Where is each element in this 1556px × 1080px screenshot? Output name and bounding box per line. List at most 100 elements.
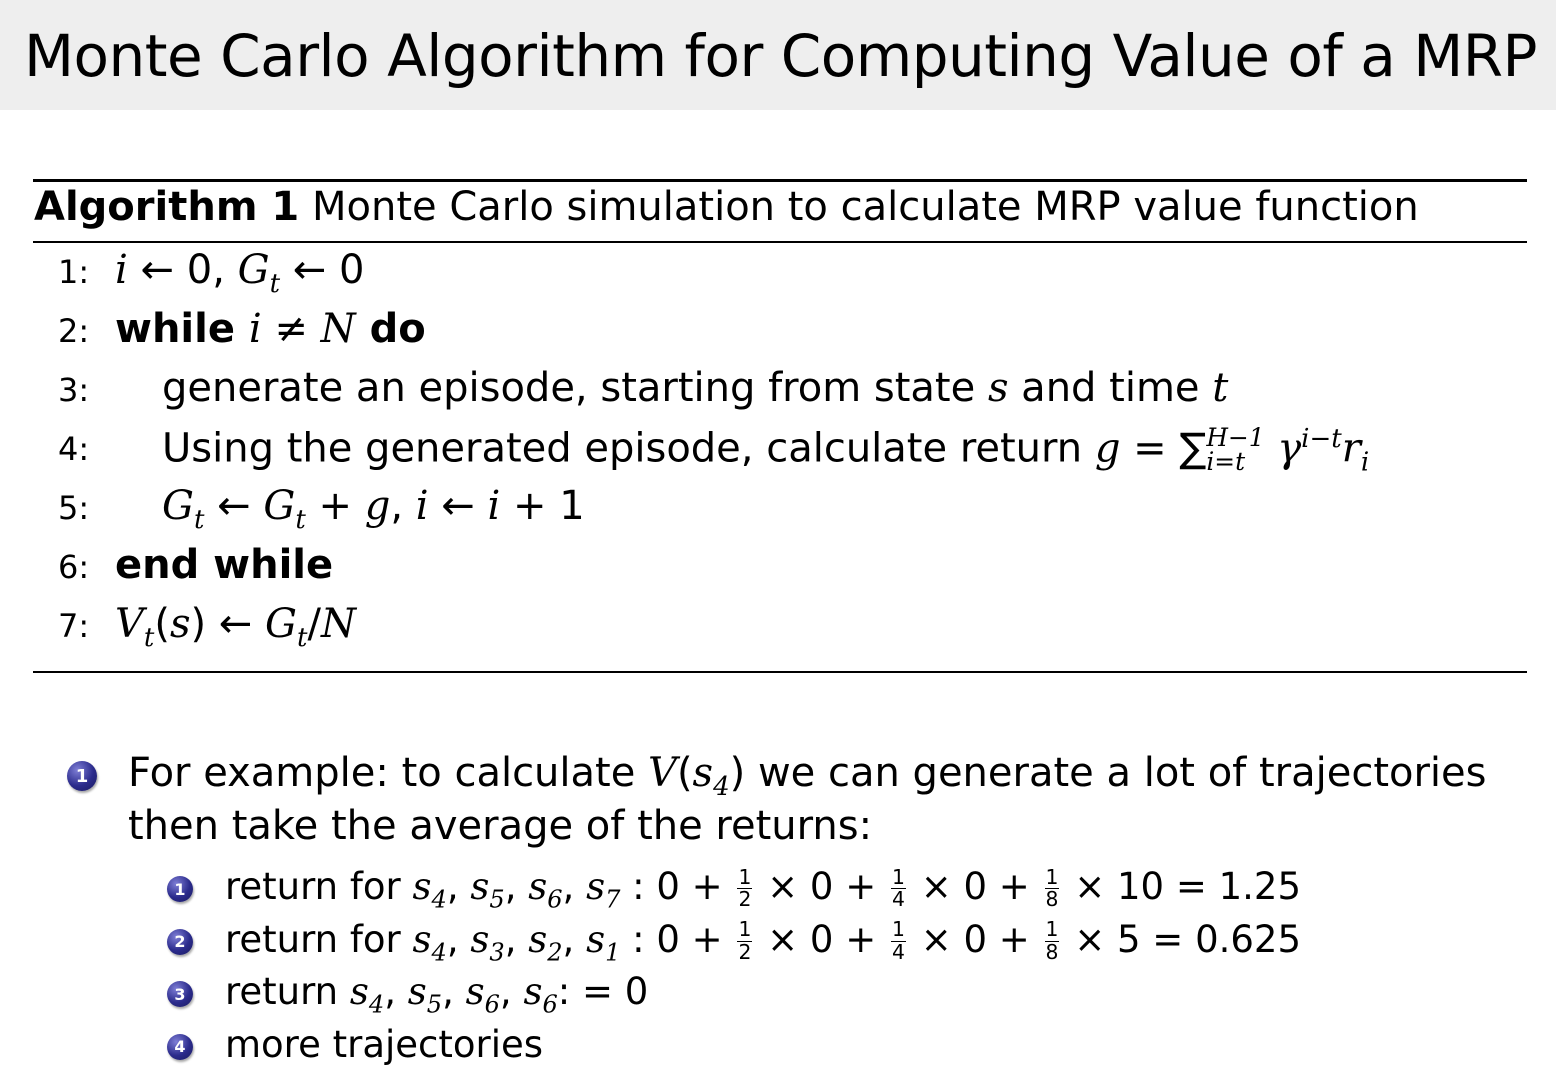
subscript: 6 (547, 885, 563, 914)
line-content: Vt(s) ← Gt/N (115, 601, 356, 653)
math-symbol: g (364, 483, 391, 529)
line-number: 3: (58, 371, 90, 409)
text: ← (204, 483, 264, 529)
math-symbol: s (523, 970, 543, 1013)
line-content: i ← 0, Gt ← 0 (115, 247, 364, 299)
sub-bullet-marker-icon: 1 (167, 876, 193, 902)
math-symbol: G (162, 483, 194, 529)
sum-upper-limit: H−1 (1206, 422, 1265, 452)
subscript: 6 (542, 990, 558, 1019)
text: generate an episode, starting from state (162, 365, 988, 411)
math-symbol: s (412, 917, 432, 961)
subscript: 2 (547, 937, 563, 966)
text: then take the average of the returns: (128, 803, 873, 849)
text: return for (225, 865, 413, 908)
math-symbol: s (586, 865, 606, 908)
subscript: t (143, 623, 155, 653)
subscript: 4 (431, 937, 447, 966)
text: × 10 = 1.25 (1062, 865, 1301, 908)
math-symbol: s (987, 365, 1009, 411)
algorithm-caption: Algorithm 1 Monte Carlo simulation to ca… (34, 184, 1419, 230)
math-symbol: N (320, 601, 356, 647)
math-symbol: s (465, 970, 485, 1013)
subscript: 3 (489, 937, 505, 966)
subscript: 7 (605, 885, 621, 914)
math-symbol: s (169, 601, 191, 647)
bullet-text-line-1: For example: to calculate V(s4) we can g… (128, 750, 1486, 802)
subscript: 5 (489, 885, 505, 914)
subscript: t (297, 623, 308, 653)
line-number: 5: (58, 489, 90, 527)
sub-bullet-marker-icon: 2 (167, 928, 193, 955)
text: × 0 + (755, 865, 888, 908)
line-number: 4: (58, 430, 90, 468)
text: ( (676, 750, 693, 796)
text: : 0 + (620, 865, 735, 908)
sub-item-text: more trajectories (225, 1023, 543, 1066)
text: , (446, 865, 471, 908)
subscript: t (295, 505, 306, 535)
text: ≠ (261, 306, 321, 352)
algorithm-top-rule (33, 179, 1527, 182)
text: , (562, 865, 587, 908)
algorithm-bottom-rule (33, 671, 1527, 673)
text: × 0 + (908, 917, 1042, 961)
math-symbol: N (320, 306, 356, 352)
text: ) we can generate a lot of trajectories (729, 750, 1487, 796)
text: , (504, 917, 529, 961)
math-symbol: i (415, 483, 429, 529)
fraction-numerator: 1 (737, 917, 753, 942)
math-symbol: g (1094, 425, 1121, 472)
math-symbol: V (115, 601, 144, 647)
fraction-denominator: 4 (891, 939, 905, 964)
fraction-numerator: 1 (890, 917, 906, 942)
subscript: t (193, 505, 205, 535)
sub-item-text: return s4, s5, s6, s6: = 0 (225, 970, 648, 1018)
title-bar: Monte Carlo Algorithm for Computing Valu… (0, 0, 1556, 110)
text: , (442, 970, 466, 1013)
math-symbol: G (237, 247, 270, 293)
subscript: i (1360, 447, 1370, 478)
math-symbol: s (407, 970, 427, 1013)
text: + 1 (500, 483, 585, 529)
bullet-text-line-2: then take the average of the returns: (128, 803, 872, 849)
fraction-denominator: 8 (1045, 887, 1059, 911)
text: , (562, 917, 587, 961)
math-symbol: s (349, 970, 369, 1013)
math-symbol: s (470, 917, 490, 961)
line-number: 2: (58, 312, 90, 350)
text: , (390, 483, 416, 529)
fraction-numerator: 1 (890, 864, 906, 889)
line-number: 7: (58, 607, 90, 645)
line-content: Using the generated episode, calculate r… (162, 424, 1369, 477)
text: ← 0, (127, 247, 238, 293)
text: more trajectories (225, 1022, 544, 1066)
line-content: generate an episode, starting from state… (162, 365, 1228, 411)
keyword: while (115, 306, 249, 352)
text: return for (225, 917, 413, 961)
keyword: do (355, 306, 426, 352)
subscript: 6 (484, 990, 500, 1019)
text: ) ← (190, 601, 266, 647)
fraction-numerator: 1 (1044, 864, 1060, 889)
text: ( (154, 601, 170, 647)
text: and time (1008, 365, 1213, 411)
text: , (504, 865, 529, 908)
math-symbol: i (487, 483, 501, 529)
text: × 0 + (755, 917, 888, 961)
math-symbol: s (528, 865, 548, 908)
keyword: end while (115, 542, 334, 588)
fraction-numerator: 1 (1044, 917, 1060, 942)
subscript: t (269, 269, 281, 299)
text: , (499, 970, 524, 1013)
algorithm-caption-rule (33, 241, 1527, 243)
math-symbol: γ (1264, 425, 1302, 472)
text: return (225, 970, 350, 1013)
math-symbol: G (263, 483, 296, 529)
